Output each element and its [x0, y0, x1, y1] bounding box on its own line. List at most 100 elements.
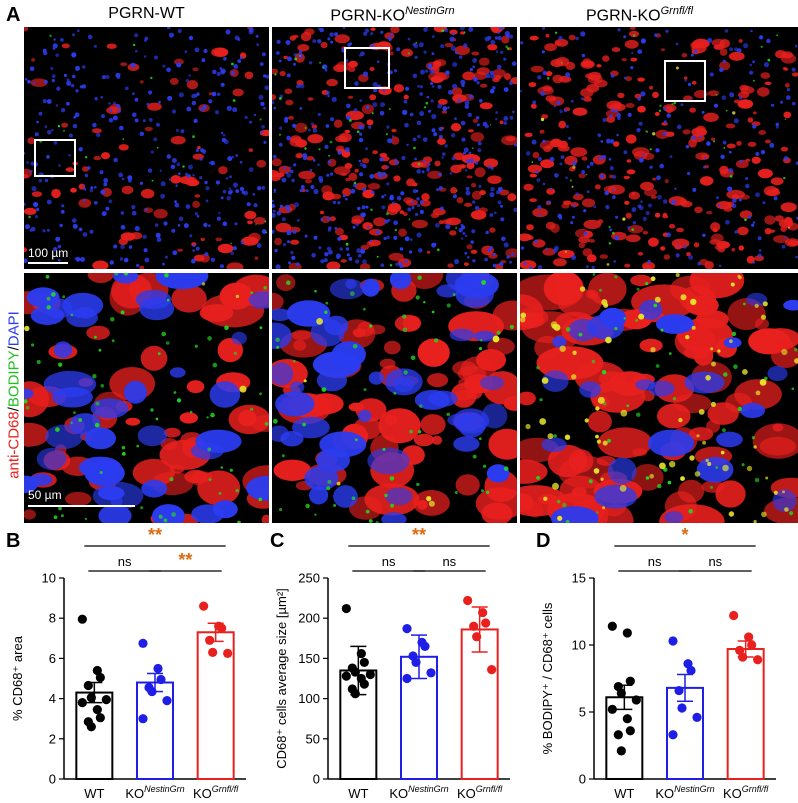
x-tick-label: WT: [348, 786, 368, 801]
data-point: [162, 696, 172, 706]
data-point: [481, 618, 491, 628]
significance-label: ns: [382, 554, 396, 569]
column-title-ko-flox: PGRN-KOGrnfl/fl: [585, 5, 694, 25]
micrograph-texture: [24, 273, 269, 523]
data-point: [487, 665, 497, 675]
data-point: [607, 621, 617, 631]
y-tick-label: 10: [572, 638, 586, 653]
micrograph-ko-nestin-overview: [272, 27, 517, 269]
y-tick-label: 0: [49, 772, 56, 787]
y-tick-label: 6: [49, 651, 56, 666]
data-point: [101, 695, 111, 705]
data-point: [622, 714, 632, 724]
data-point: [668, 636, 678, 646]
y-tick-label: 200: [298, 611, 320, 626]
micrograph-grid: [24, 27, 798, 523]
panel-letter-b: B: [6, 530, 21, 552]
y-tick-label: 5: [579, 705, 586, 720]
data-point: [350, 689, 360, 699]
significance-label: **: [412, 528, 426, 545]
data-point: [677, 703, 687, 713]
x-tick-label: WT: [84, 786, 104, 801]
data-point: [77, 698, 87, 708]
column-title-wt: PGRN-WT: [108, 5, 185, 22]
x-tick-label: KONestinGrn: [655, 784, 714, 801]
y-tick-label: 0: [579, 772, 586, 787]
significance-label: **: [148, 528, 162, 545]
micrograph-wt-overview: [24, 27, 269, 269]
data-point: [625, 676, 635, 686]
data-point: [744, 632, 754, 642]
data-point: [217, 623, 227, 633]
row-label: anti-CD68/BODIPY/DAPI: [5, 311, 23, 479]
y-tick-label: 250: [298, 571, 320, 586]
data-point: [350, 667, 360, 677]
y-axis-label: % CD68⁺ area: [10, 635, 25, 721]
data-point: [478, 607, 488, 618]
micrograph-texture: [272, 273, 517, 523]
x-tick-label: KOGrnfl/fl: [723, 784, 769, 801]
x-tick-label: WT: [614, 786, 634, 801]
data-point: [341, 603, 351, 614]
data-point: [631, 695, 641, 705]
significance-label: *: [681, 528, 688, 545]
data-point: [153, 663, 163, 674]
data-point: [138, 638, 148, 648]
data-point: [625, 726, 635, 736]
micrograph-texture: [272, 27, 517, 269]
data-point: [729, 610, 739, 621]
data-point: [469, 621, 479, 631]
y-tick-label: 4: [49, 691, 56, 706]
x-tick-label: KONestinGrn: [125, 784, 184, 801]
y-tick-label: 50: [306, 731, 320, 746]
data-point: [223, 648, 233, 658]
x-tick-label: KONestinGrn: [389, 784, 448, 801]
data-point: [147, 686, 157, 697]
data-point: [411, 657, 421, 668]
data-point: [86, 692, 96, 703]
data-point: [686, 665, 696, 676]
bar: [605, 696, 644, 780]
bar: [460, 628, 499, 781]
y-tick-label: 15: [572, 571, 586, 586]
data-point: [607, 704, 617, 714]
data-point: [86, 722, 96, 732]
micrograph-wt-zoom: [24, 273, 269, 523]
data-point: [668, 730, 678, 740]
data-point: [92, 705, 102, 715]
data-point: [92, 665, 102, 676]
bar: [726, 648, 765, 780]
data-point: [95, 713, 105, 723]
data-point: [463, 595, 473, 606]
data-point: [83, 680, 93, 691]
significance-label: ns: [708, 554, 722, 569]
data-point: [77, 614, 87, 624]
data-point: [95, 672, 105, 683]
data-point: [359, 657, 369, 668]
micrograph-ko-nestin-zoom: [272, 273, 517, 523]
bar-charts: 0 2 4 6 8 10 % CD68⁺ area WT KONestinGrn KOGrnfl/…: [10, 528, 776, 801]
scale-bar-top: [28, 262, 68, 264]
micrograph-ko-flox-overview: [520, 27, 798, 269]
data-point: [472, 632, 482, 642]
data-point: [365, 669, 375, 680]
data-point: [208, 647, 218, 657]
significance-label: ns: [648, 554, 662, 569]
y-tick-label: 100: [298, 691, 320, 706]
y-tick-label: 0: [313, 772, 320, 787]
x-tick-label: KOGrnfl/fl: [457, 784, 503, 801]
data-point: [199, 601, 209, 611]
micrograph-texture: [520, 27, 798, 269]
zoom-region-box: [34, 139, 76, 177]
scale-bar-bottom: [28, 505, 135, 507]
data-point: [616, 746, 626, 756]
data-point: [402, 624, 412, 634]
data-point: [205, 635, 215, 645]
data-point: [616, 688, 626, 698]
data-point: [747, 640, 757, 650]
data-point: [674, 685, 684, 696]
data-point: [341, 671, 351, 681]
x-tick-label: KOGrnfl/fl: [193, 784, 239, 801]
data-point: [622, 628, 632, 638]
data-point: [753, 655, 763, 665]
